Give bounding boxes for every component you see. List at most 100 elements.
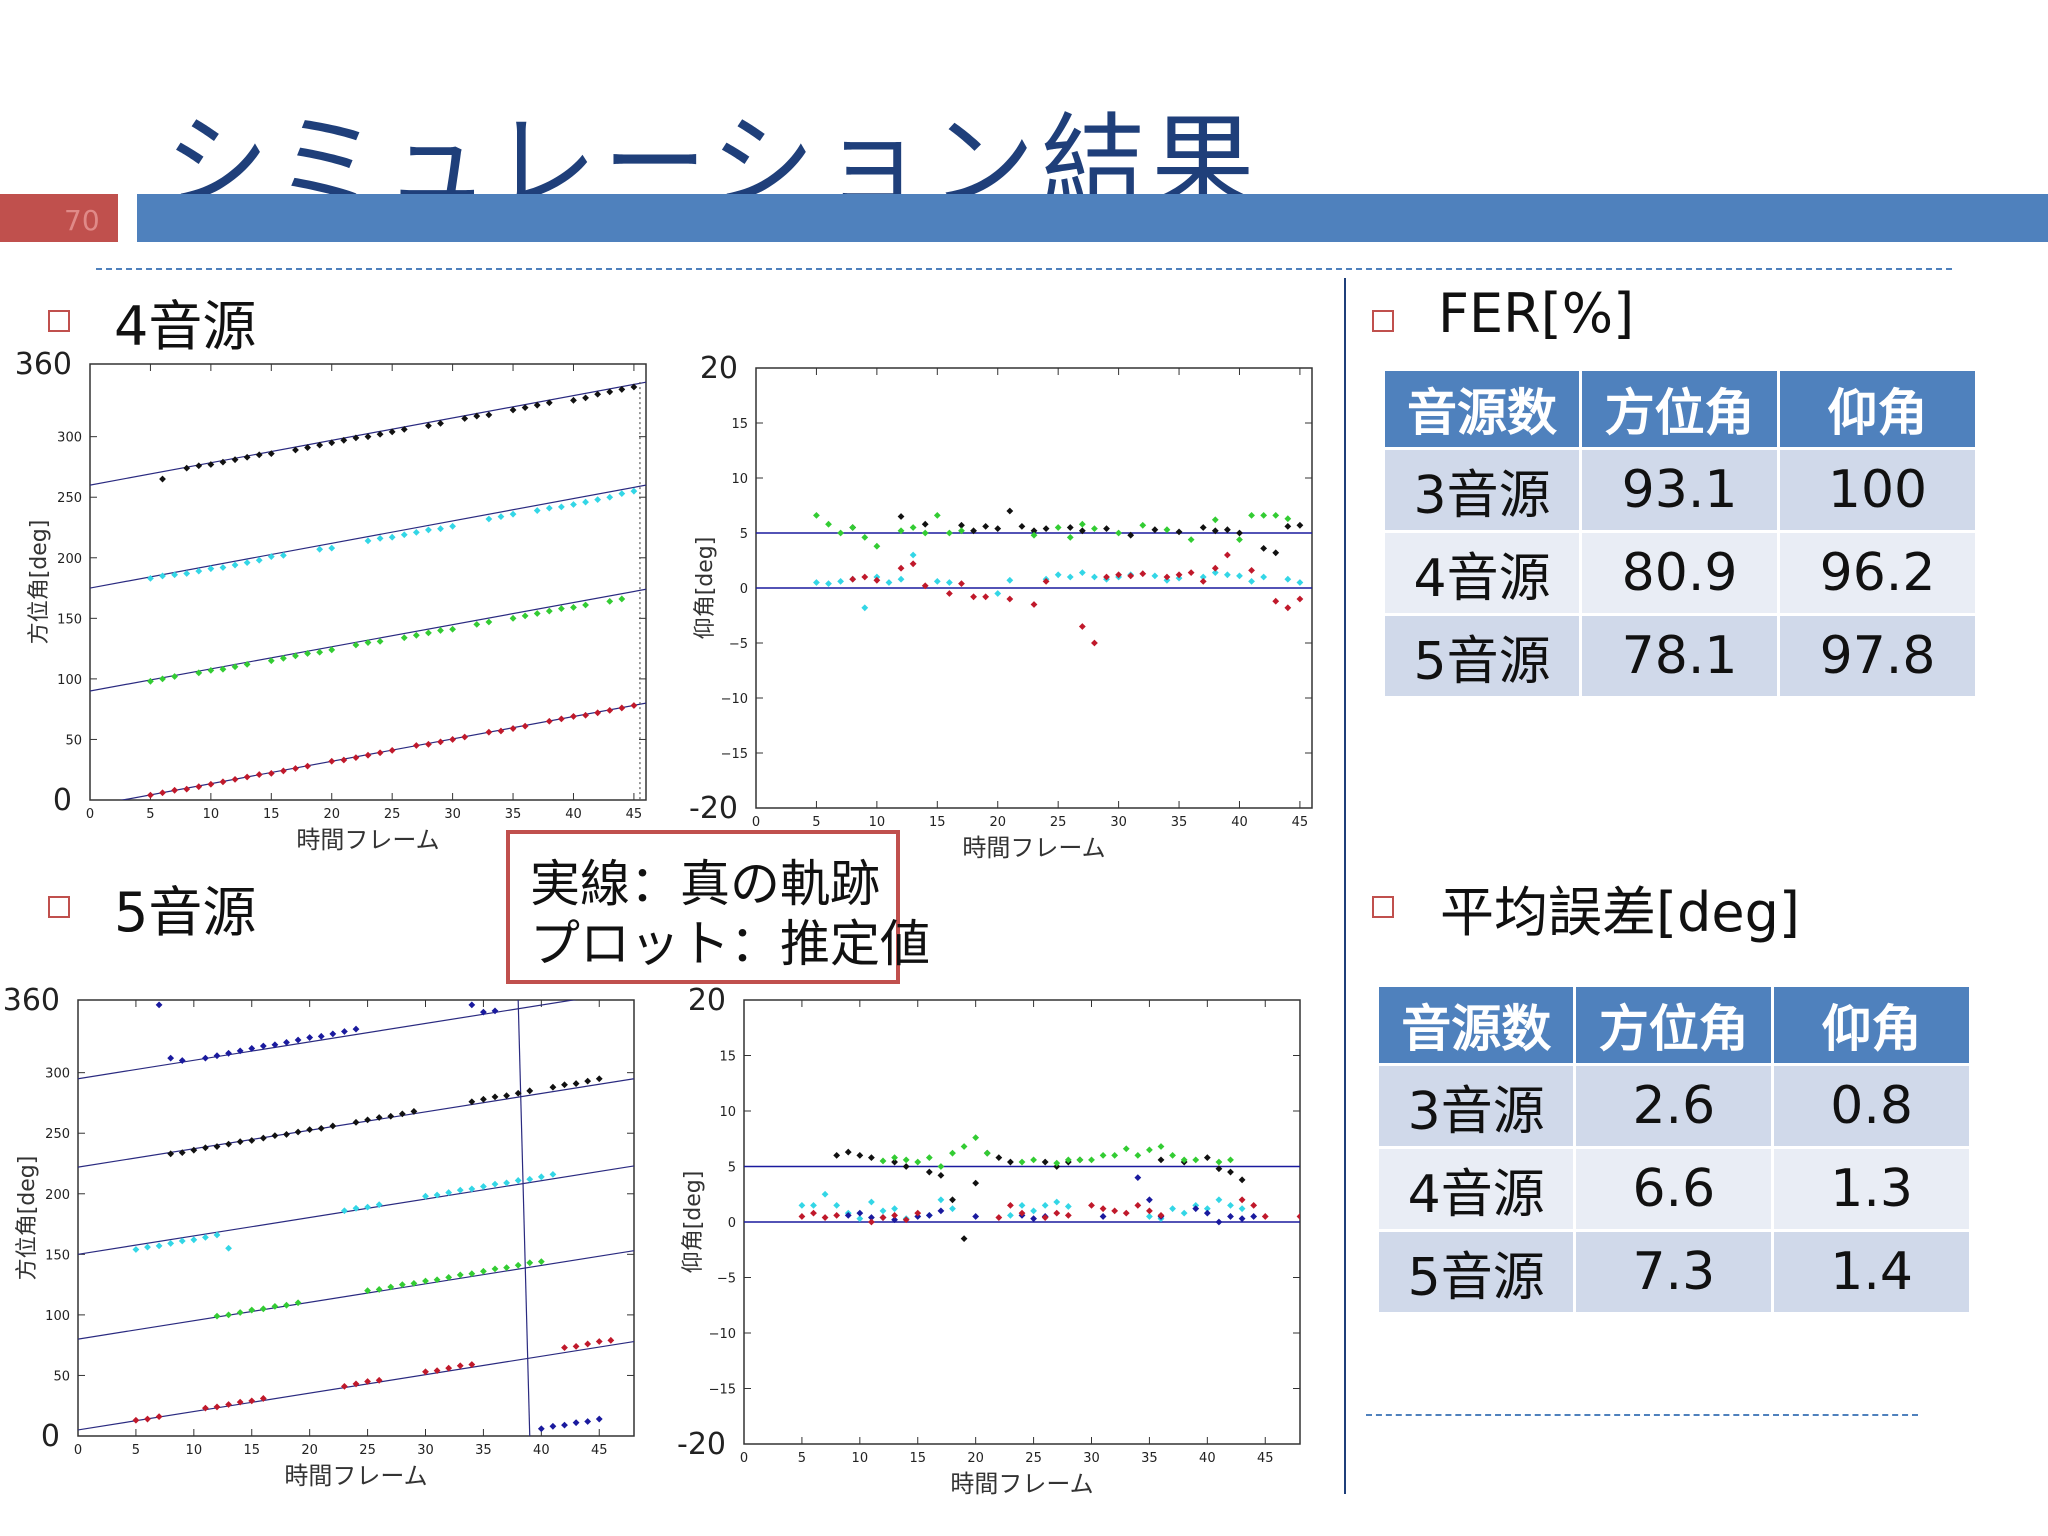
data-point	[582, 394, 589, 402]
data-point	[376, 637, 384, 645]
x-tick-label: 35	[1171, 815, 1188, 830]
data-point	[425, 629, 432, 637]
data-point	[509, 406, 517, 414]
data-point	[970, 593, 977, 601]
table-cell: 4音源	[1385, 533, 1580, 613]
x-tick-label: 40	[533, 1443, 550, 1458]
y-tick-label: 250	[57, 491, 82, 506]
data-point	[171, 786, 179, 794]
data-point	[236, 1047, 244, 1055]
data-point	[909, 560, 917, 568]
data-point	[533, 401, 541, 409]
data-point	[533, 507, 541, 514]
x-axis-label: 時間フレーム	[962, 834, 1105, 860]
table-cell: 80.9	[1582, 533, 1778, 613]
data-point	[868, 1198, 875, 1206]
data-point	[1223, 526, 1231, 534]
chart-svg: 0 50 100 150 200 250 300 360 0 5 10 15 20 25 30 35 40 45 時…	[15, 347, 647, 854]
data-point	[255, 771, 263, 778]
x-tick-label: 45	[1292, 815, 1309, 830]
data-point	[259, 1134, 267, 1142]
data-point	[283, 1131, 290, 1138]
data-point	[868, 1218, 875, 1226]
data-point	[422, 1277, 429, 1285]
table-cell: 7.3	[1576, 1232, 1772, 1312]
data-point	[1103, 525, 1110, 532]
data-point	[1296, 595, 1304, 603]
data-point	[545, 607, 553, 615]
x-tick-label: 25	[384, 807, 401, 822]
data-point	[1091, 573, 1098, 581]
x-axis-label: 時間フレーム	[950, 1470, 1093, 1496]
y-tick-label: 0	[740, 582, 748, 597]
data-point	[509, 725, 517, 732]
data-point	[328, 439, 336, 447]
data-point	[1006, 507, 1014, 515]
y-tick-label: 250	[45, 1127, 70, 1142]
data-point	[375, 1114, 383, 1121]
data-point	[387, 1283, 395, 1291]
data-point	[810, 1209, 817, 1217]
x-tick-label: 45	[591, 1443, 608, 1458]
data-point	[306, 1126, 314, 1133]
note-line-estimate: プロット：推定値	[530, 915, 930, 973]
data-point	[267, 657, 275, 665]
data-point	[497, 727, 505, 735]
data-point	[491, 1007, 499, 1015]
y-tick-label: 0	[728, 1216, 736, 1231]
chart-5-azimuth: 0 50 100 150 200 250 300 360 0 5 10 15 20 25 30 35 40 45 時…	[0, 976, 650, 1496]
data-point	[584, 1340, 592, 1348]
data-point	[364, 433, 372, 441]
data-point	[480, 1008, 487, 1016]
y-tick-label: 50	[53, 1369, 70, 1384]
data-point	[147, 677, 154, 685]
data-point	[606, 597, 614, 605]
y-tick-label: 15	[731, 417, 748, 432]
trajectory-line	[78, 1000, 577, 1080]
data-point	[1199, 524, 1207, 531]
data-point	[183, 785, 191, 793]
data-point	[243, 559, 251, 567]
data-point	[304, 650, 311, 657]
data-point	[364, 1378, 371, 1385]
data-point	[213, 1143, 221, 1150]
data-point	[352, 641, 360, 649]
x-tick-label: 40	[565, 807, 582, 822]
table-cell: 78.1	[1582, 616, 1778, 696]
data-point	[572, 1080, 580, 1087]
x-tick-label: 5	[146, 807, 154, 822]
data-point	[400, 634, 408, 642]
x-tick-label: 10	[869, 815, 886, 830]
data-point	[213, 1403, 221, 1411]
y-tick-label: −10	[709, 1327, 736, 1342]
data-point	[1175, 528, 1183, 536]
col-header: 方位角	[1582, 371, 1778, 447]
data-point	[412, 528, 420, 536]
y-tick-label: 360	[15, 347, 72, 382]
y-tick-label: 20	[700, 351, 738, 386]
heading-5-sources: 5音源	[114, 881, 257, 944]
data-point	[1066, 524, 1074, 531]
data-point	[1163, 573, 1171, 581]
data-point	[1227, 1168, 1234, 1176]
y-axis-label: 方位角[deg]	[15, 1156, 40, 1281]
data-point	[449, 736, 457, 743]
data-point	[914, 1209, 922, 1217]
data-point	[195, 783, 203, 791]
data-point	[255, 451, 263, 459]
x-tick-label: 5	[812, 815, 820, 830]
data-point	[960, 1143, 968, 1150]
data-point	[219, 665, 227, 673]
data-point	[873, 576, 881, 584]
data-point	[231, 456, 239, 464]
data-point	[937, 1163, 945, 1170]
data-point	[267, 769, 275, 777]
y-tick-label: 5	[728, 1161, 736, 1176]
data-point	[873, 542, 881, 550]
data-point	[1091, 525, 1098, 532]
data-point	[582, 601, 589, 609]
data-point	[473, 412, 481, 420]
data-point	[219, 778, 227, 786]
col-header: 音源数	[1379, 987, 1574, 1063]
data-point	[375, 1286, 383, 1293]
